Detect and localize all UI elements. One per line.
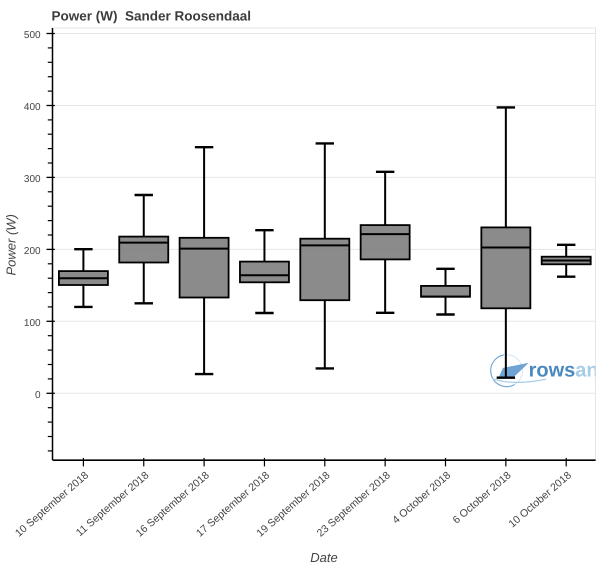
svg-text:0: 0 [35, 390, 41, 401]
svg-text:200: 200 [24, 246, 41, 257]
svg-text:rowsan: rowsan [529, 360, 599, 382]
svg-text:300: 300 [24, 174, 41, 185]
svg-text:Power (W): Power (W) [4, 214, 19, 275]
svg-text:400: 400 [24, 102, 41, 113]
svg-text:100: 100 [24, 318, 41, 329]
svg-text:Power (W) Sander Roosendaal: Power (W) Sander Roosendaal [52, 8, 252, 23]
svg-text:Date: Date [310, 550, 337, 565]
svg-text:500: 500 [24, 30, 41, 41]
